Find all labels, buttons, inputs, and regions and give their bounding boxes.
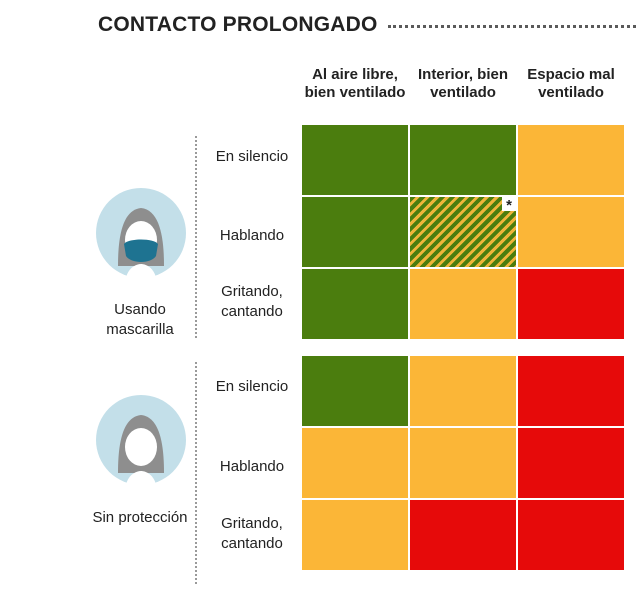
risk-cell-orange [410,428,516,498]
column-header-poorly-ventilated: Espacio mal ventilado [527,66,615,101]
risk-cell-red [518,428,624,498]
risk-cell-orange [410,356,516,426]
person-with-mask-icon [96,188,186,278]
risk-cell-orange [518,125,624,195]
column-header-indoor: Interior, bien ventilado [417,66,508,101]
group-label-mask: Usando mascarilla [106,301,174,338]
group-divider-no-mask [195,362,197,584]
row-label-shouting: Gritando, cantando [221,283,283,320]
group-divider-mask [195,136,197,338]
footnote-asterisk: * [502,197,516,214]
risk-cell-red [518,356,624,426]
group-label-no-mask: Sin protección [92,509,188,526]
risk-cell-orange [518,197,624,267]
risk-cell-orange [410,269,516,339]
risk-cell-red [410,500,516,570]
risk-cell-green [302,125,408,195]
title-dotted-rule [388,25,636,28]
column-header-outdoor: Al aire libre, bien ventilado [304,66,406,101]
risk-cell-red [518,269,624,339]
risk-cell-green [302,197,408,267]
risk-cell-green [410,125,516,195]
risk-cell-orange [302,428,408,498]
risk-cell-red [518,500,624,570]
row-label-talking: Hablando [219,227,285,244]
risk-cell-orange [302,500,408,570]
row-label-talking: Hablando [219,458,285,475]
page-title: CONTACTO PROLONGADO [98,13,378,36]
risk-cell-green-orange-hatched: * [410,197,516,267]
person-without-mask-icon [96,395,186,485]
row-label-silence: En silencio [215,148,289,165]
risk-cell-green [302,356,408,426]
row-label-silence: En silencio [215,378,289,395]
risk-cell-green [302,269,408,339]
row-label-shouting: Gritando, cantando [221,515,283,552]
